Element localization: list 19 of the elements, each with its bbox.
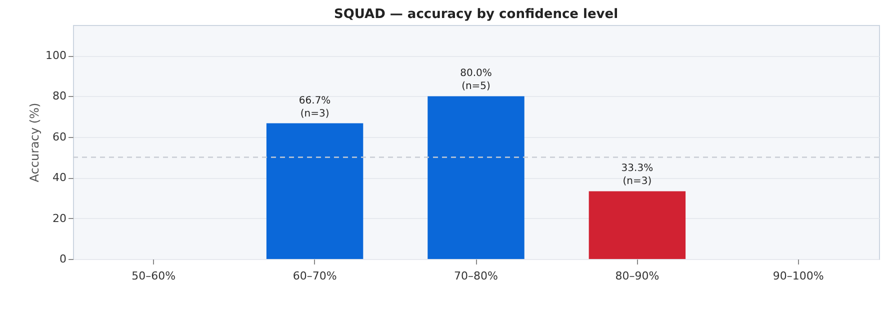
bar: [428, 96, 524, 259]
y-tick-label: 20: [52, 212, 66, 225]
x-tick-label: 70–80%: [454, 270, 498, 282]
chart-title: SQUAD — accuracy by confidence level: [334, 7, 618, 22]
y-tick-label: 80: [52, 90, 66, 103]
data-label: 66.7% (n=3): [298, 95, 331, 120]
y-axis-title: Accuracy (%): [28, 102, 42, 182]
y-tick-label: 100: [46, 49, 66, 62]
data-label: 80.0% (n=5): [460, 68, 492, 92]
y-tick-label: 40: [52, 171, 66, 184]
data-label: 33.3% (n=3): [621, 163, 654, 188]
x-tick-label: 80–90%: [615, 270, 660, 282]
y-tick-label: 0: [60, 252, 66, 266]
bar: [266, 123, 364, 259]
x-tick-label: 60–70%: [292, 270, 337, 282]
y-tick-label: 60: [52, 130, 66, 144]
x-tick-label: 90–100%: [772, 270, 824, 282]
x-tick-label: 50–60%: [132, 270, 176, 282]
bar: [588, 191, 686, 259]
